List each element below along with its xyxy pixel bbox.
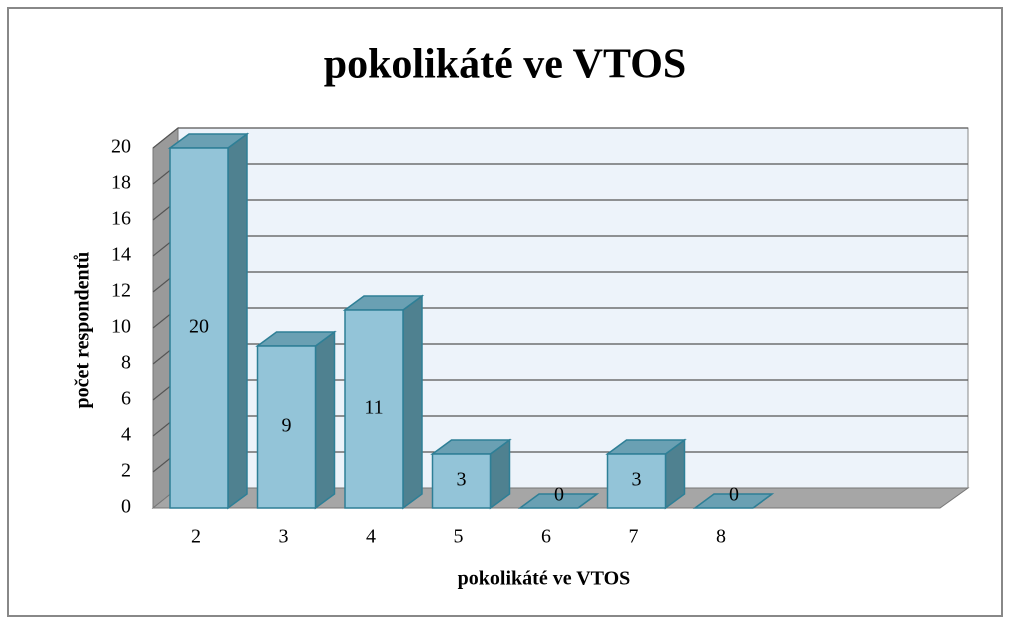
x-tick-label: 8 (716, 526, 726, 548)
y-axis-label: počet respondentů (72, 252, 94, 409)
data-label: 0 (729, 484, 739, 506)
x-tick-label: 6 (541, 526, 551, 548)
data-label: 11 (364, 397, 383, 419)
data-label: 3 (457, 469, 467, 491)
x-tick-label: 7 (629, 526, 639, 548)
chart-title: pokolikáté ve VTOS (324, 42, 687, 88)
bar-front (431, 453, 492, 509)
y-tick-label: 16 (111, 208, 131, 230)
bar (605, 438, 687, 510)
bar-side (227, 132, 248, 510)
data-label: 9 (282, 415, 292, 437)
y-tick-label: 2 (121, 460, 131, 482)
bar-top (517, 493, 600, 509)
bar (517, 493, 600, 509)
bar-side (314, 330, 336, 510)
y-tick-label: 20 (111, 136, 131, 158)
bar-front (606, 453, 667, 509)
y-tick-label: 4 (121, 424, 131, 446)
y-tick-label: 10 (111, 316, 131, 338)
bar (167, 132, 250, 510)
x-tick-label: 4 (366, 526, 376, 548)
data-label: 20 (189, 316, 209, 338)
bar (255, 330, 337, 510)
y-tick-label: 0 (121, 496, 131, 518)
x-tick-label: 2 (191, 526, 201, 548)
bar (430, 438, 512, 510)
bar-front (344, 309, 404, 509)
bar-top (692, 493, 775, 509)
y-tick-label: 6 (121, 388, 131, 410)
data-label: 0 (554, 484, 564, 506)
bar (692, 493, 775, 509)
x-axis-label: pokolikáté ve VTOS (458, 568, 631, 590)
data-label: 3 (632, 469, 642, 491)
bar (342, 294, 425, 510)
y-tick-label: 14 (111, 244, 131, 266)
grid-line (152, 127, 968, 149)
bar-side (402, 294, 423, 510)
x-tick-label: 5 (454, 526, 464, 548)
y-tick-label: 18 (111, 172, 131, 194)
x-tick-label: 3 (279, 526, 289, 548)
y-tick-label: 8 (121, 352, 131, 374)
y-tick-label: 12 (111, 280, 131, 302)
bar-front (256, 345, 317, 509)
bar-front (169, 147, 229, 509)
